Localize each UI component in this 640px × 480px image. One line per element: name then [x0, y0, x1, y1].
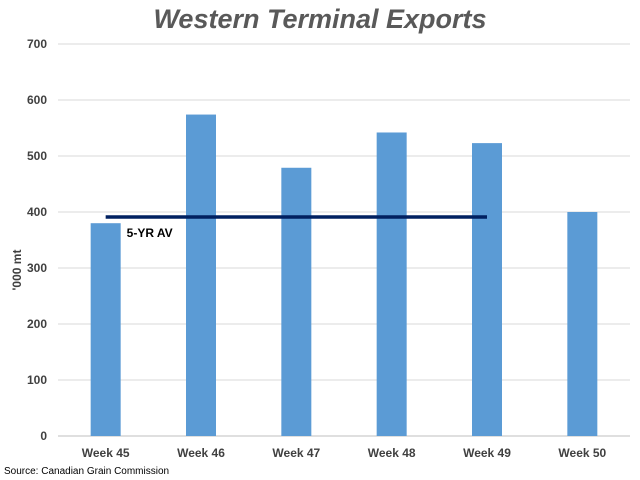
bar	[567, 212, 598, 436]
y-tick-label: 600	[27, 93, 47, 107]
y-axis-ticks: 0 100 200 300 400 500 600 700	[27, 37, 47, 443]
gridlines	[58, 43, 630, 437]
x-tick-label: Week 49	[463, 446, 511, 460]
source-note: Source: Canadian Grain Commission	[4, 466, 170, 477]
y-tick-label: 100	[27, 373, 47, 387]
bar	[472, 143, 502, 436]
x-tick-label: Week 46	[177, 446, 225, 460]
y-tick-label: 300	[27, 261, 47, 275]
x-axis-ticks: Week 45 Week 46 Week 47 Week 48 Week 49 Week …	[82, 446, 607, 460]
bar	[90, 223, 121, 436]
x-tick-label: Week 47	[272, 446, 320, 460]
x-tick-label: Week 45	[82, 446, 130, 460]
reference-line-group: 5-YR AV	[105, 215, 487, 240]
reference-line-label: 5-YR AV	[127, 226, 173, 240]
chart-title: Western Terminal Exports	[153, 4, 487, 34]
y-tick-label: 200	[27, 317, 47, 331]
y-axis-label: '000 mt	[10, 250, 24, 291]
y-tick-label: 700	[27, 37, 47, 51]
y-tick-label: 400	[27, 205, 47, 219]
x-tick-label: Week 50	[558, 446, 606, 460]
y-tick-label: 500	[27, 149, 47, 163]
x-tick-label: Week 48	[368, 446, 416, 460]
bar	[186, 114, 216, 436]
bar	[376, 132, 407, 437]
bars	[90, 114, 598, 437]
bar	[281, 167, 312, 436]
y-tick-label: 0	[40, 429, 47, 443]
